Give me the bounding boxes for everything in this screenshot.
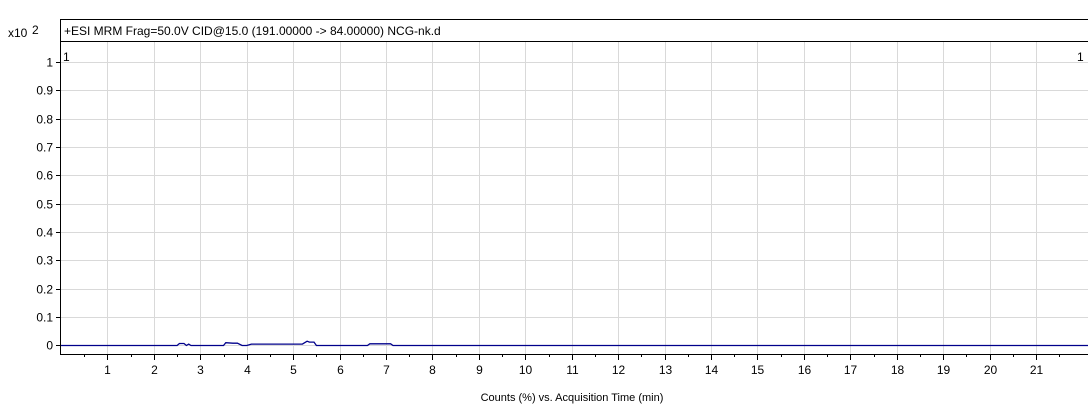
x-tick-label: 8 [429,363,436,377]
x-tick-label: 6 [337,363,344,377]
x-tick-label: 10 [519,363,533,377]
grid-lines [61,42,1088,354]
y-tick-label: 0.3 [36,254,53,268]
x-tick-label: 1 [104,363,111,377]
y-tick-label: 0.7 [36,141,53,155]
corner-label-right: 1 [1077,50,1084,64]
x-axis-label: Counts (%) vs. Acquisition Time (min) [481,392,664,404]
y-scale-multiplier: x10 [8,26,28,40]
chart-title: +ESI MRM Frag=50.0V CID@15.0 (191.00000 … [64,24,441,38]
plot-area-frame [60,41,1088,355]
x-tick-label: 9 [476,363,483,377]
x-tick-label: 12 [612,363,626,377]
y-tick-label: 0 [46,339,53,353]
x-tick-label: 19 [937,363,951,377]
x-tick-label: 14 [705,363,719,377]
x-tick-label: 5 [290,363,297,377]
y-tick-label: 0.5 [36,198,53,212]
corner-label-left: 1 [63,50,70,64]
y-tick-label: 0.2 [36,283,53,297]
x-tick-label: 15 [751,363,765,377]
x-tick-label: 13 [659,363,673,377]
x-axis-ticks: 1 2 3 4 5 6 7 8 9 10 11 12 13 14 15 16 17 18 19 20 21 [84,354,1060,377]
y-tick-label: 0.6 [36,169,53,183]
y-tick-label: 0.4 [36,226,53,240]
y-axis-ticks: 0 0.1 0.2 0.3 0.4 0.5 0.6 0.7 0.8 0.9 1 [36,56,61,353]
x-tick-label: 4 [244,363,251,377]
x-tick-label: 20 [984,363,998,377]
y-tick-label: 0.8 [36,113,53,127]
x-tick-label: 21 [1030,363,1044,377]
x-tick-label: 2 [151,363,158,377]
y-tick-label: 1 [46,56,53,70]
series-line [61,340,1088,347]
x-tick-label: 7 [383,363,390,377]
y-tick-label: 0.9 [36,84,53,98]
x-tick-label: 16 [798,363,812,377]
series-layer [61,340,1088,347]
x-tick-label: 3 [197,363,204,377]
x-tick-label: 17 [844,363,858,377]
y-scale-exponent: 2 [32,23,39,37]
x-tick-label: 11 [566,363,579,377]
x-tick-label: 18 [891,363,905,377]
y-tick-label: 0.1 [36,311,53,325]
